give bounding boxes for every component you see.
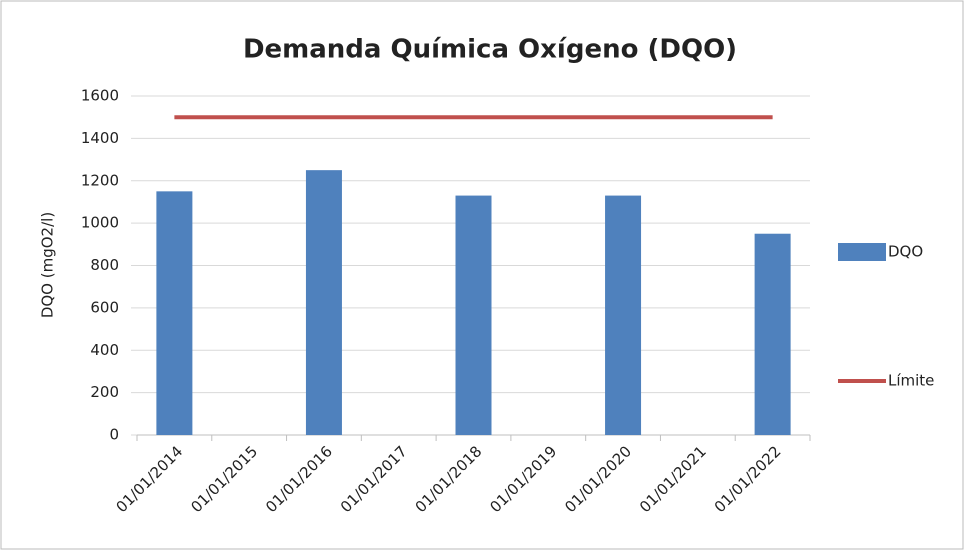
y-tick-label: 1600 bbox=[81, 87, 119, 105]
bar bbox=[305, 170, 342, 435]
y-tick-label: 1400 bbox=[81, 129, 119, 147]
bar bbox=[754, 233, 791, 435]
y-tick-label: 800 bbox=[90, 256, 119, 274]
bar bbox=[156, 191, 193, 435]
legend-label: DQO bbox=[888, 243, 923, 261]
legend-swatch bbox=[838, 243, 886, 261]
legend-label: Límite bbox=[888, 372, 934, 390]
bar bbox=[455, 195, 492, 435]
y-tick-label: 600 bbox=[90, 298, 119, 316]
y-axis-label: DQO (mgO2/l) bbox=[39, 212, 57, 318]
y-tick-label: 1000 bbox=[81, 214, 119, 232]
chart-title: Demanda Química Oxígeno (DQO) bbox=[243, 35, 737, 65]
y-tick-label: 0 bbox=[109, 426, 119, 444]
bar bbox=[605, 195, 642, 435]
y-tick-label: 200 bbox=[90, 383, 119, 401]
y-tick-label: 1200 bbox=[81, 171, 119, 189]
y-tick-label: 400 bbox=[90, 341, 119, 359]
